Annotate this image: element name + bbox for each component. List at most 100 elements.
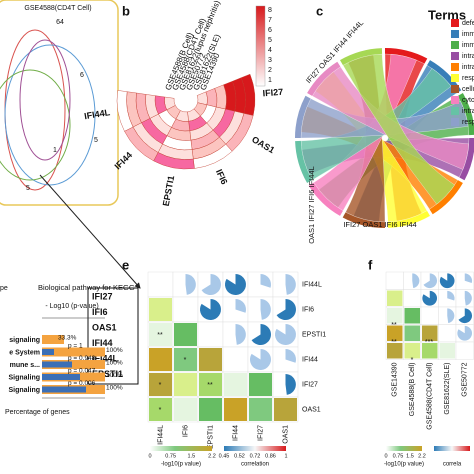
heat-cell <box>404 343 420 359</box>
heat-cell <box>387 325 403 341</box>
matrix-cell <box>385 271 404 290</box>
gene-name: OAS1 <box>92 322 117 332</box>
pie-cell <box>458 308 473 324</box>
chart-title: Biological pathway for KEGG <box>38 283 135 292</box>
legend-tick: 2.2 <box>418 453 426 459</box>
heat-cell <box>422 343 438 359</box>
venn-count: 64 <box>56 19 64 26</box>
pathway-label: e System <box>9 349 40 356</box>
heat-cell <box>224 373 247 396</box>
row-label: IFI44L <box>302 281 322 288</box>
bar <box>42 360 105 369</box>
legend-item: cyto <box>462 97 474 104</box>
legend-swatch <box>451 74 459 82</box>
bar <box>42 349 54 355</box>
legend-tick: 0.75 <box>393 453 404 459</box>
chord-sector <box>307 61 341 96</box>
chord <box>342 53 455 205</box>
chord-sector <box>429 180 463 215</box>
panel-label: f <box>368 257 373 272</box>
legend-title: Terms <box>428 7 466 22</box>
legend-tick: 0 <box>148 453 151 459</box>
column-label: GSE4588(B Cell) <box>409 363 416 417</box>
percent-label: 100% <box>106 385 123 392</box>
gene-label: IFI27 <box>262 87 283 99</box>
heat-cell <box>199 398 222 421</box>
legend-tick: 1 <box>284 453 287 459</box>
matrix-cell <box>222 346 249 373</box>
gene-label: EPSTI1 <box>161 175 176 207</box>
venn-set <box>0 0 119 206</box>
legend-title: correla <box>443 462 462 468</box>
legend-tick: 1.5 <box>188 453 196 459</box>
star: ** <box>207 382 213 389</box>
column-label: GSE4588(CD4T Cell) <box>427 363 434 430</box>
heat-cell <box>199 348 222 371</box>
heat-cell <box>174 348 197 371</box>
pie-cell <box>457 325 473 341</box>
venn-ellipse <box>0 69 71 181</box>
heat-cell <box>174 398 197 421</box>
pie-cell <box>423 273 438 289</box>
venn-count: 5 <box>26 185 30 192</box>
legend-title: correlation <box>241 462 269 468</box>
legend-item: cellu <box>462 86 474 93</box>
legend-swatch <box>451 19 459 27</box>
pie-cell <box>447 290 455 301</box>
pie-cell <box>201 274 221 295</box>
colorbar-tick: 4 <box>268 47 272 54</box>
gene-label: IFI6 <box>214 168 230 186</box>
chord-sector <box>342 212 385 229</box>
heat-cell <box>174 323 197 346</box>
axis-title: Percentage of genes <box>5 409 70 416</box>
heat-cell <box>149 298 172 321</box>
heat-cell <box>149 323 172 346</box>
column-label: GSE81622(SLE) <box>444 363 451 415</box>
legend-swatch <box>451 85 459 93</box>
legend-bar <box>150 446 212 451</box>
colorbar-tick: 1 <box>268 77 272 84</box>
legend-tick: 0.86 <box>265 453 276 459</box>
pie-cell <box>447 308 455 323</box>
colorbar <box>255 5 266 87</box>
pie-cell <box>260 274 271 288</box>
heat-cell <box>249 373 272 396</box>
legend-swatch <box>451 30 459 38</box>
pie-cell <box>422 290 438 306</box>
chord-sector <box>308 182 343 216</box>
pie-cell <box>285 274 296 295</box>
gene-name: IFI6 <box>92 307 108 317</box>
percent-label: 100% <box>106 347 123 354</box>
column-label: IFI44L <box>157 425 164 445</box>
pie-cell <box>199 299 221 320</box>
gene-label: OAS1 <box>250 134 276 155</box>
pathway-label: signaling <box>9 337 40 344</box>
heat-cell <box>387 290 403 306</box>
column-label: OAS1 <box>282 425 289 444</box>
heat-cell <box>404 308 420 324</box>
column-label: GSE14390 <box>392 362 399 396</box>
pie-cell <box>464 290 472 306</box>
heat-cell <box>439 343 455 359</box>
column-label: IFI44 <box>232 425 239 441</box>
gene-name: IFI44 <box>92 338 113 348</box>
percent-label: 100% <box>106 372 123 379</box>
pie-cell <box>235 299 246 313</box>
venn-ellipse <box>4 29 66 191</box>
legend-swatch <box>451 96 459 104</box>
venn-count: 1 <box>53 147 57 154</box>
column-label: GSE50772 <box>462 362 469 396</box>
pie-cell <box>412 273 420 288</box>
matrix-cell <box>147 271 174 298</box>
pie-cell <box>249 349 271 370</box>
legend-item: intra <box>462 53 474 60</box>
heat-cell <box>149 398 172 421</box>
percent-label: 100% <box>106 360 123 367</box>
gene-name: EPSTI1 <box>92 369 123 379</box>
legend-title: -log10(p value) <box>384 462 424 468</box>
chord <box>312 66 469 170</box>
matrix-cell <box>172 296 199 323</box>
matrix-cell <box>197 321 224 348</box>
chord <box>313 54 417 211</box>
